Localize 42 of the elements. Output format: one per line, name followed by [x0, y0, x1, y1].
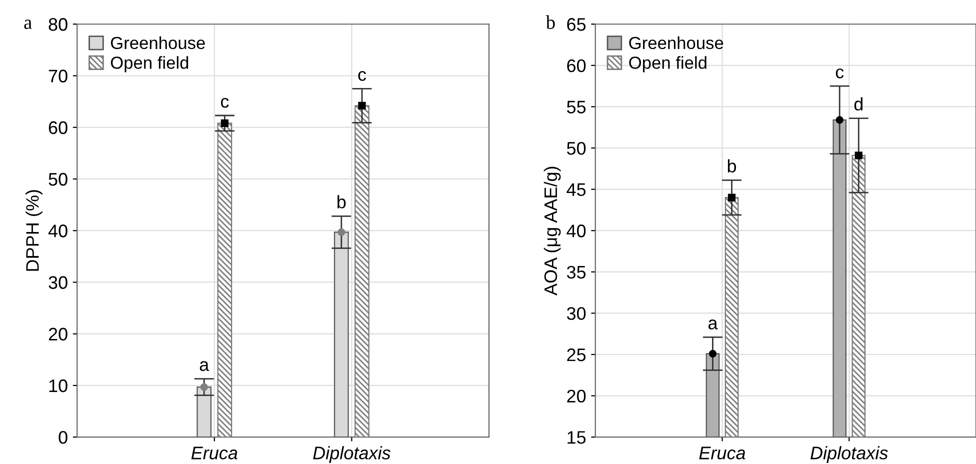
y-tick-label: 50	[566, 142, 586, 155]
y-tick-label: 35	[566, 266, 586, 279]
annotation: b	[338, 195, 346, 208]
y-axis-title: AOA (μg AAE/g)	[544, 166, 561, 296]
legend-label: Open field	[110, 56, 188, 72]
annotation: c	[358, 71, 366, 81]
y-tick-label: 25	[567, 348, 586, 362]
y-tick-label: 40	[48, 224, 68, 238]
legend-label: Open field	[629, 56, 706, 72]
y-tick-label: 10	[49, 379, 68, 392]
y-tick-label: 30	[48, 276, 68, 289]
y-tick-label: 0	[58, 431, 68, 444]
bar	[354, 105, 370, 438]
y-tick-label: 20	[48, 328, 68, 341]
legend-label: Greenhouse	[110, 36, 205, 50]
y-tick-label: 30	[566, 307, 586, 320]
y-tick-label: 15	[568, 431, 586, 444]
y-tick-label: 60	[567, 59, 586, 72]
text: b	[546, 15, 555, 29]
y-tick-label: 50	[48, 172, 68, 186]
x-tick-label: Eruca	[191, 446, 238, 460]
text: a	[24, 20, 32, 29]
y-tick-label: 40	[566, 224, 586, 238]
annotation: b	[728, 159, 736, 172]
annotation: c	[836, 68, 844, 78]
y-axis-title: DPPH (%)	[26, 190, 42, 271]
y-tick-label: 60	[48, 121, 68, 134]
y-tick-label: 65	[567, 18, 586, 31]
y-tick-label: 45	[566, 183, 586, 196]
x-tick-label: Diplotaxis	[810, 446, 888, 463]
x-tick-label: Eruca	[699, 446, 746, 460]
annotation: a	[708, 320, 718, 330]
x-tick-label: Diplotaxis	[313, 446, 390, 463]
annotation: a	[200, 361, 210, 372]
bar	[217, 122, 232, 438]
y-tick-label: 20	[567, 390, 586, 403]
legend-label: Greenhouse	[629, 36, 724, 50]
annotation: c	[220, 98, 229, 108]
y-tick-label: 80	[48, 18, 68, 31]
y-tick-label: 70	[48, 70, 68, 82]
y-tick-label: 55	[566, 100, 586, 114]
annotation: d	[854, 97, 862, 111]
